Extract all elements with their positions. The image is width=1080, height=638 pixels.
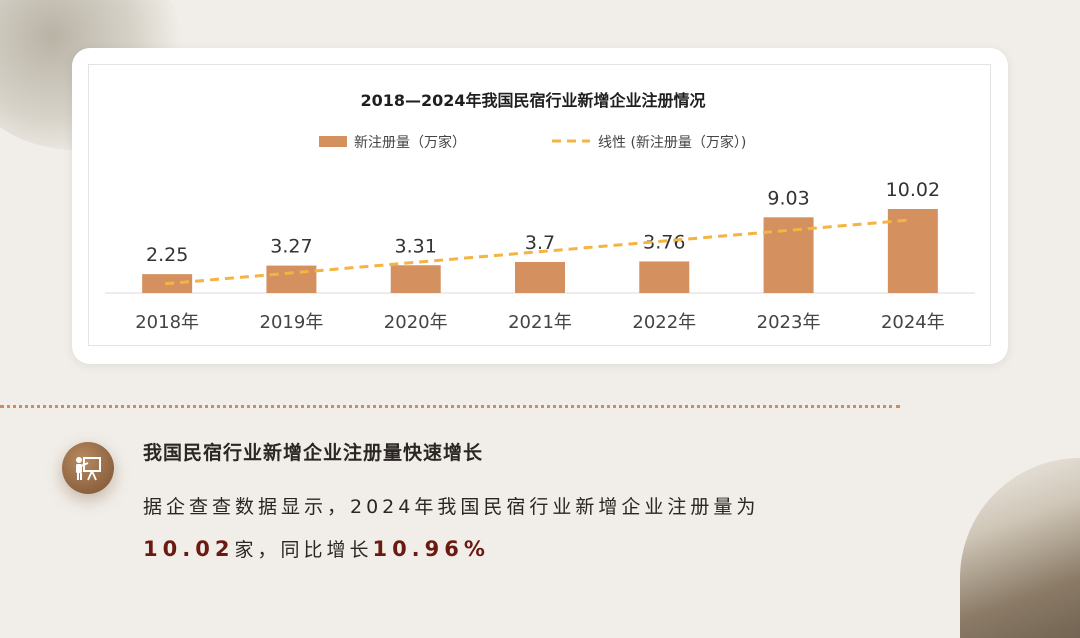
presentation-icon: [62, 442, 114, 494]
presenter-board-icon: [76, 457, 101, 481]
x-tick-label-2022年: 2022年: [632, 312, 696, 333]
chart-title: 2018—2024年我国民宿行业新增企业注册情况: [360, 91, 705, 110]
chart-card: [72, 48, 1008, 364]
data-label-2018年: 2.25: [146, 244, 188, 266]
value-growth-rate: 10.96%: [372, 537, 490, 561]
bar-2022年: [639, 261, 690, 293]
x-tick-label-2024年: 2024年: [881, 312, 945, 333]
legend-trend-label: 线性 (新注册量（万家）): [598, 134, 746, 151]
x-tick-label-2020年: 2020年: [384, 312, 448, 333]
data-label-2020年: 3.31: [395, 235, 437, 257]
summary-text-part1: 据企查查数据显示，2024年我国民宿行业新增企业注册量为: [143, 496, 760, 518]
bar-2020年: [390, 265, 441, 293]
bar-2021年: [515, 261, 565, 293]
trendline: [165, 218, 909, 286]
background-decoration-bottom-right: [960, 458, 1080, 638]
bar-2023年: [763, 217, 814, 293]
legend-bar-label: 新注册量（万家）: [354, 134, 466, 151]
dotted-divider: [0, 405, 900, 408]
data-label-2023年: 9.03: [767, 187, 809, 209]
value-registrations: 10.02: [143, 537, 235, 561]
x-tick-label-2018年: 2018年: [135, 312, 199, 333]
x-tick-label-2021年: 2021年: [508, 312, 572, 333]
bar-2024年: [887, 209, 938, 293]
summary-text-part2: 家，同比增长: [234, 539, 373, 561]
summary-heading: 我国民宿行业新增企业注册量快速增长: [143, 442, 484, 464]
chart-frame: [88, 64, 991, 346]
data-label-2021年: 3.7: [525, 232, 555, 254]
x-tick-label-2019年: 2019年: [260, 312, 324, 333]
data-label-2019年: 3.27: [270, 236, 312, 258]
x-tick-label-2023年: 2023年: [757, 312, 821, 333]
legend-bar-swatch: [319, 136, 347, 147]
summary-text: 据企查查数据显示，2024年我国民宿行业新增企业注册量为 10.02家，同比增长1…: [143, 486, 903, 571]
chart: 2018—2024年我国民宿行业新增企业注册情况 新注册量（万家） 线性 (新注…: [105, 91, 975, 333]
bar-2019年: [266, 265, 317, 293]
data-label-2024年: 10.02: [886, 179, 940, 201]
